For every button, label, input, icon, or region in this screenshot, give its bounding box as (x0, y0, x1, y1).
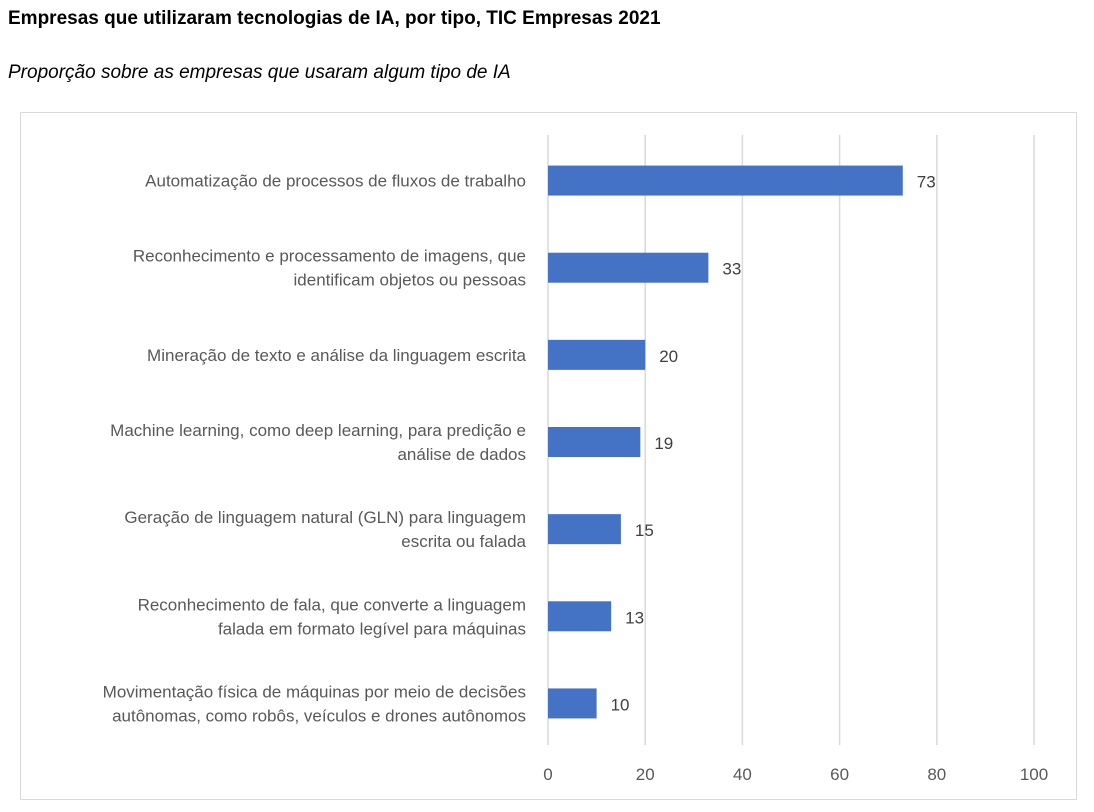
category-label: análise de dados (397, 445, 526, 464)
data-label: 15 (635, 521, 654, 540)
data-label: 19 (654, 434, 673, 453)
bar (548, 252, 709, 283)
chart-title: Empresas que utilizaram tecnologias de I… (8, 8, 661, 29)
category-label: Machine learning, como deep learning, pa… (110, 421, 526, 440)
category-label: falada em formato legível para máquinas (218, 619, 526, 638)
category-label: Automatização de processos de fluxos de … (145, 172, 526, 191)
category-label: escrita ou falada (401, 532, 526, 551)
category-label: identificam objetos ou pessoas (294, 271, 526, 290)
bar (548, 688, 597, 719)
data-label: 10 (611, 695, 630, 714)
bar (548, 427, 641, 457)
category-label: Mineração de texto e análise da linguage… (147, 346, 526, 365)
category-label: Reconhecimento e processamento de imagen… (133, 247, 526, 266)
category-label: Reconhecimento de fala, que converte a l… (138, 595, 526, 614)
x-tick-label: 100 (1020, 765, 1048, 784)
bar (548, 165, 903, 196)
data-label: 13 (625, 608, 644, 627)
data-label: 73 (917, 173, 936, 192)
x-tick-label: 20 (636, 765, 655, 784)
category-label: Geração de linguagem natural (GLN) para … (124, 508, 526, 527)
x-tick-label: 60 (830, 765, 849, 784)
data-label: 33 (722, 260, 741, 279)
chart-subtitle: Proporção sobre as empresas que usaram a… (8, 62, 511, 83)
bar (548, 601, 612, 632)
x-tick-label: 80 (927, 765, 946, 784)
x-tick-label: 0 (543, 765, 552, 784)
category-label: Movimentação física de máquinas por meio… (103, 682, 526, 701)
x-tick-label: 40 (733, 765, 752, 784)
bar (548, 339, 646, 370)
data-label: 20 (659, 347, 678, 366)
bar (548, 514, 621, 545)
category-label: autônomas, como robôs, veículos e drones… (112, 706, 526, 725)
chart-frame (20, 112, 1077, 800)
